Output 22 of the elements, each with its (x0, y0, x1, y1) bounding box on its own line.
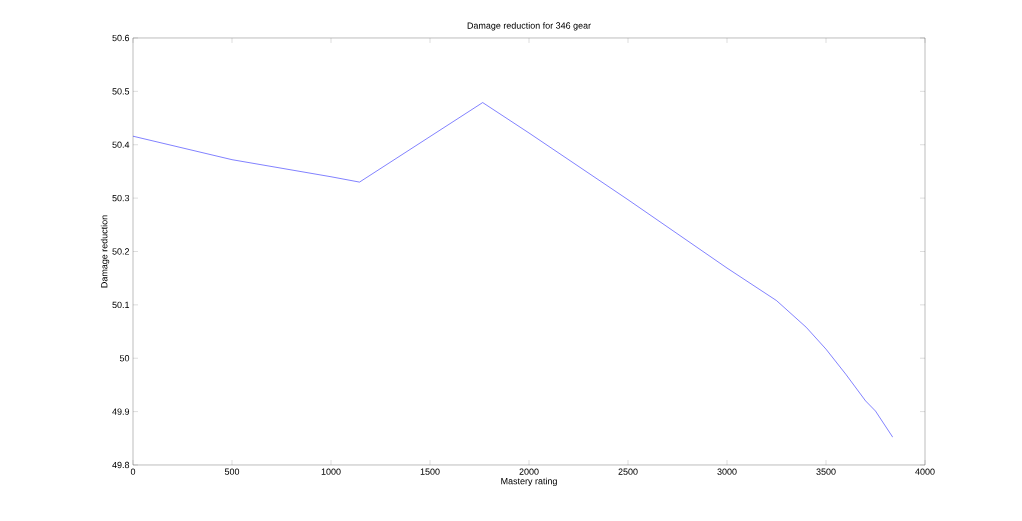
x-axis-title: Mastery rating (501, 477, 557, 487)
x-tick-label: 3500 (816, 468, 836, 475)
chart-title: Damage reduction for 346 gear (467, 22, 591, 31)
y-tick-label: 49.8 (112, 461, 130, 469)
y-axis-title: Damage reduction (100, 215, 110, 288)
x-tick-label: 1000 (321, 468, 341, 475)
y-tick-label: 50.1 (112, 301, 130, 309)
x-tick-label: 3000 (717, 468, 737, 475)
x-tick-label: 500 (224, 468, 240, 475)
x-tick-label: 1500 (420, 468, 440, 475)
line-series (133, 102, 893, 438)
y-tick-label: 50.5 (112, 88, 130, 95)
y-tick-label: 50.6 (112, 34, 130, 42)
x-tick-label: 0 (130, 468, 136, 475)
x-tick-label: 4000 (915, 468, 935, 475)
y-tick-label: 50 (119, 355, 130, 362)
x-tick-label: 2500 (618, 468, 638, 475)
x-tick-label: 2000 (519, 468, 539, 475)
y-tick-label: 50.2 (112, 248, 130, 255)
y-tick-label: 49.9 (112, 408, 130, 415)
y-tick-label: 50.3 (112, 194, 130, 202)
y-tick-label: 50.4 (112, 141, 130, 148)
